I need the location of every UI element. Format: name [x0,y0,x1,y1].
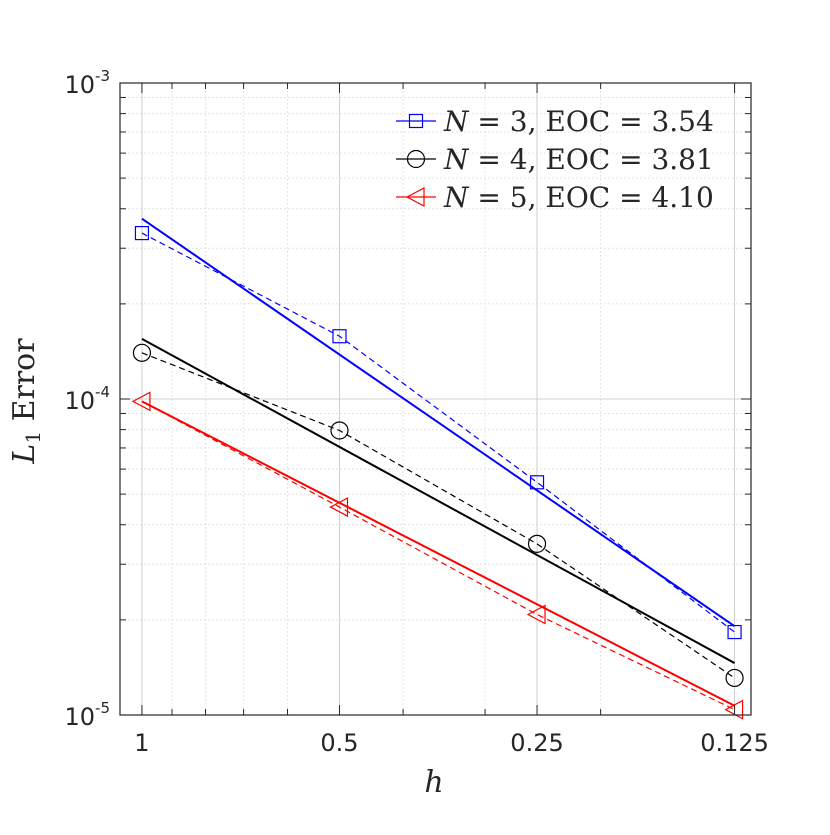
y-tick-label-exponent: -4 [95,383,110,401]
legend-label-var: N [443,181,470,214]
legend-marker [408,113,424,129]
legend: N = 3, EOC = 3.54N = 4, EOC = 3.81N = 5,… [396,105,714,214]
legend-entry-1: N = 3, EOC = 3.54 [396,105,714,138]
y-tick-label-exponent: -3 [95,67,110,85]
data-line-series-3 [141,400,735,711]
y-tick-label: 10-4 [64,383,110,415]
plot-frame [119,82,752,716]
legend-label-var: N [443,105,470,138]
y-tick-label-base: 10 [64,703,95,731]
y-tick-label-exponent: -5 [95,699,110,717]
data-point-marker [332,329,347,344]
legend-label-var: N [443,143,470,176]
legend-entry-3: N = 5, EOC = 4.10 [396,181,714,214]
data-point-marker [526,604,546,625]
series-2 [132,337,744,688]
x-axis-label: h [424,765,443,800]
y-axis-label: L1 Error [7,338,45,465]
fit-line-series-2 [141,337,736,664]
legend-label: N = 5, EOC = 4.10 [443,181,714,214]
data-point-marker [131,391,151,412]
y-tick-label: 10-5 [64,699,110,731]
data-line-series-1 [141,232,735,633]
data-point-marker [132,343,152,362]
axis-layer: 10-310-410-51 0.5 0.25 0.125 [64,67,768,757]
data-point-marker [529,475,545,490]
x-tick-label: 0.25 [510,729,563,757]
legend-label-text: = 3, EOC = 3.54 [469,105,714,138]
legend-entry-2: N = 4, EOC = 3.81 [396,143,714,176]
legend-label: N = 3, EOC = 3.54 [443,105,714,138]
data-point-marker [330,421,349,440]
legend-marker [406,149,426,169]
legend-label: N = 4, EOC = 3.81 [443,143,714,176]
legend-marker [405,187,425,207]
x-tick-label: 0.125 [700,729,769,757]
data-point-marker [329,497,349,518]
x-tick-label: 1 [134,729,149,757]
y-axis-label-subscript: 1 [21,431,45,444]
y-tick-label: 10-3 [64,67,110,99]
y-tick-label-base: 10 [64,387,95,415]
y-axis-label-text: Error [7,338,42,431]
legend-label-text: = 4, EOC = 3.81 [469,143,714,176]
fit-line-series-3 [141,400,736,707]
data-point-marker [134,225,150,241]
fit-line-series-1 [141,217,736,628]
data-point-marker [727,624,742,640]
series-1 [134,217,742,640]
y-tick-label-base: 10 [64,71,95,99]
legend-label-text: = 5, EOC = 4.10 [469,181,714,214]
data-point-marker [725,668,744,688]
x-tick-label: 0.5 [320,729,358,757]
y-axis-label-var: L [7,444,42,465]
data-point-marker [527,534,547,553]
